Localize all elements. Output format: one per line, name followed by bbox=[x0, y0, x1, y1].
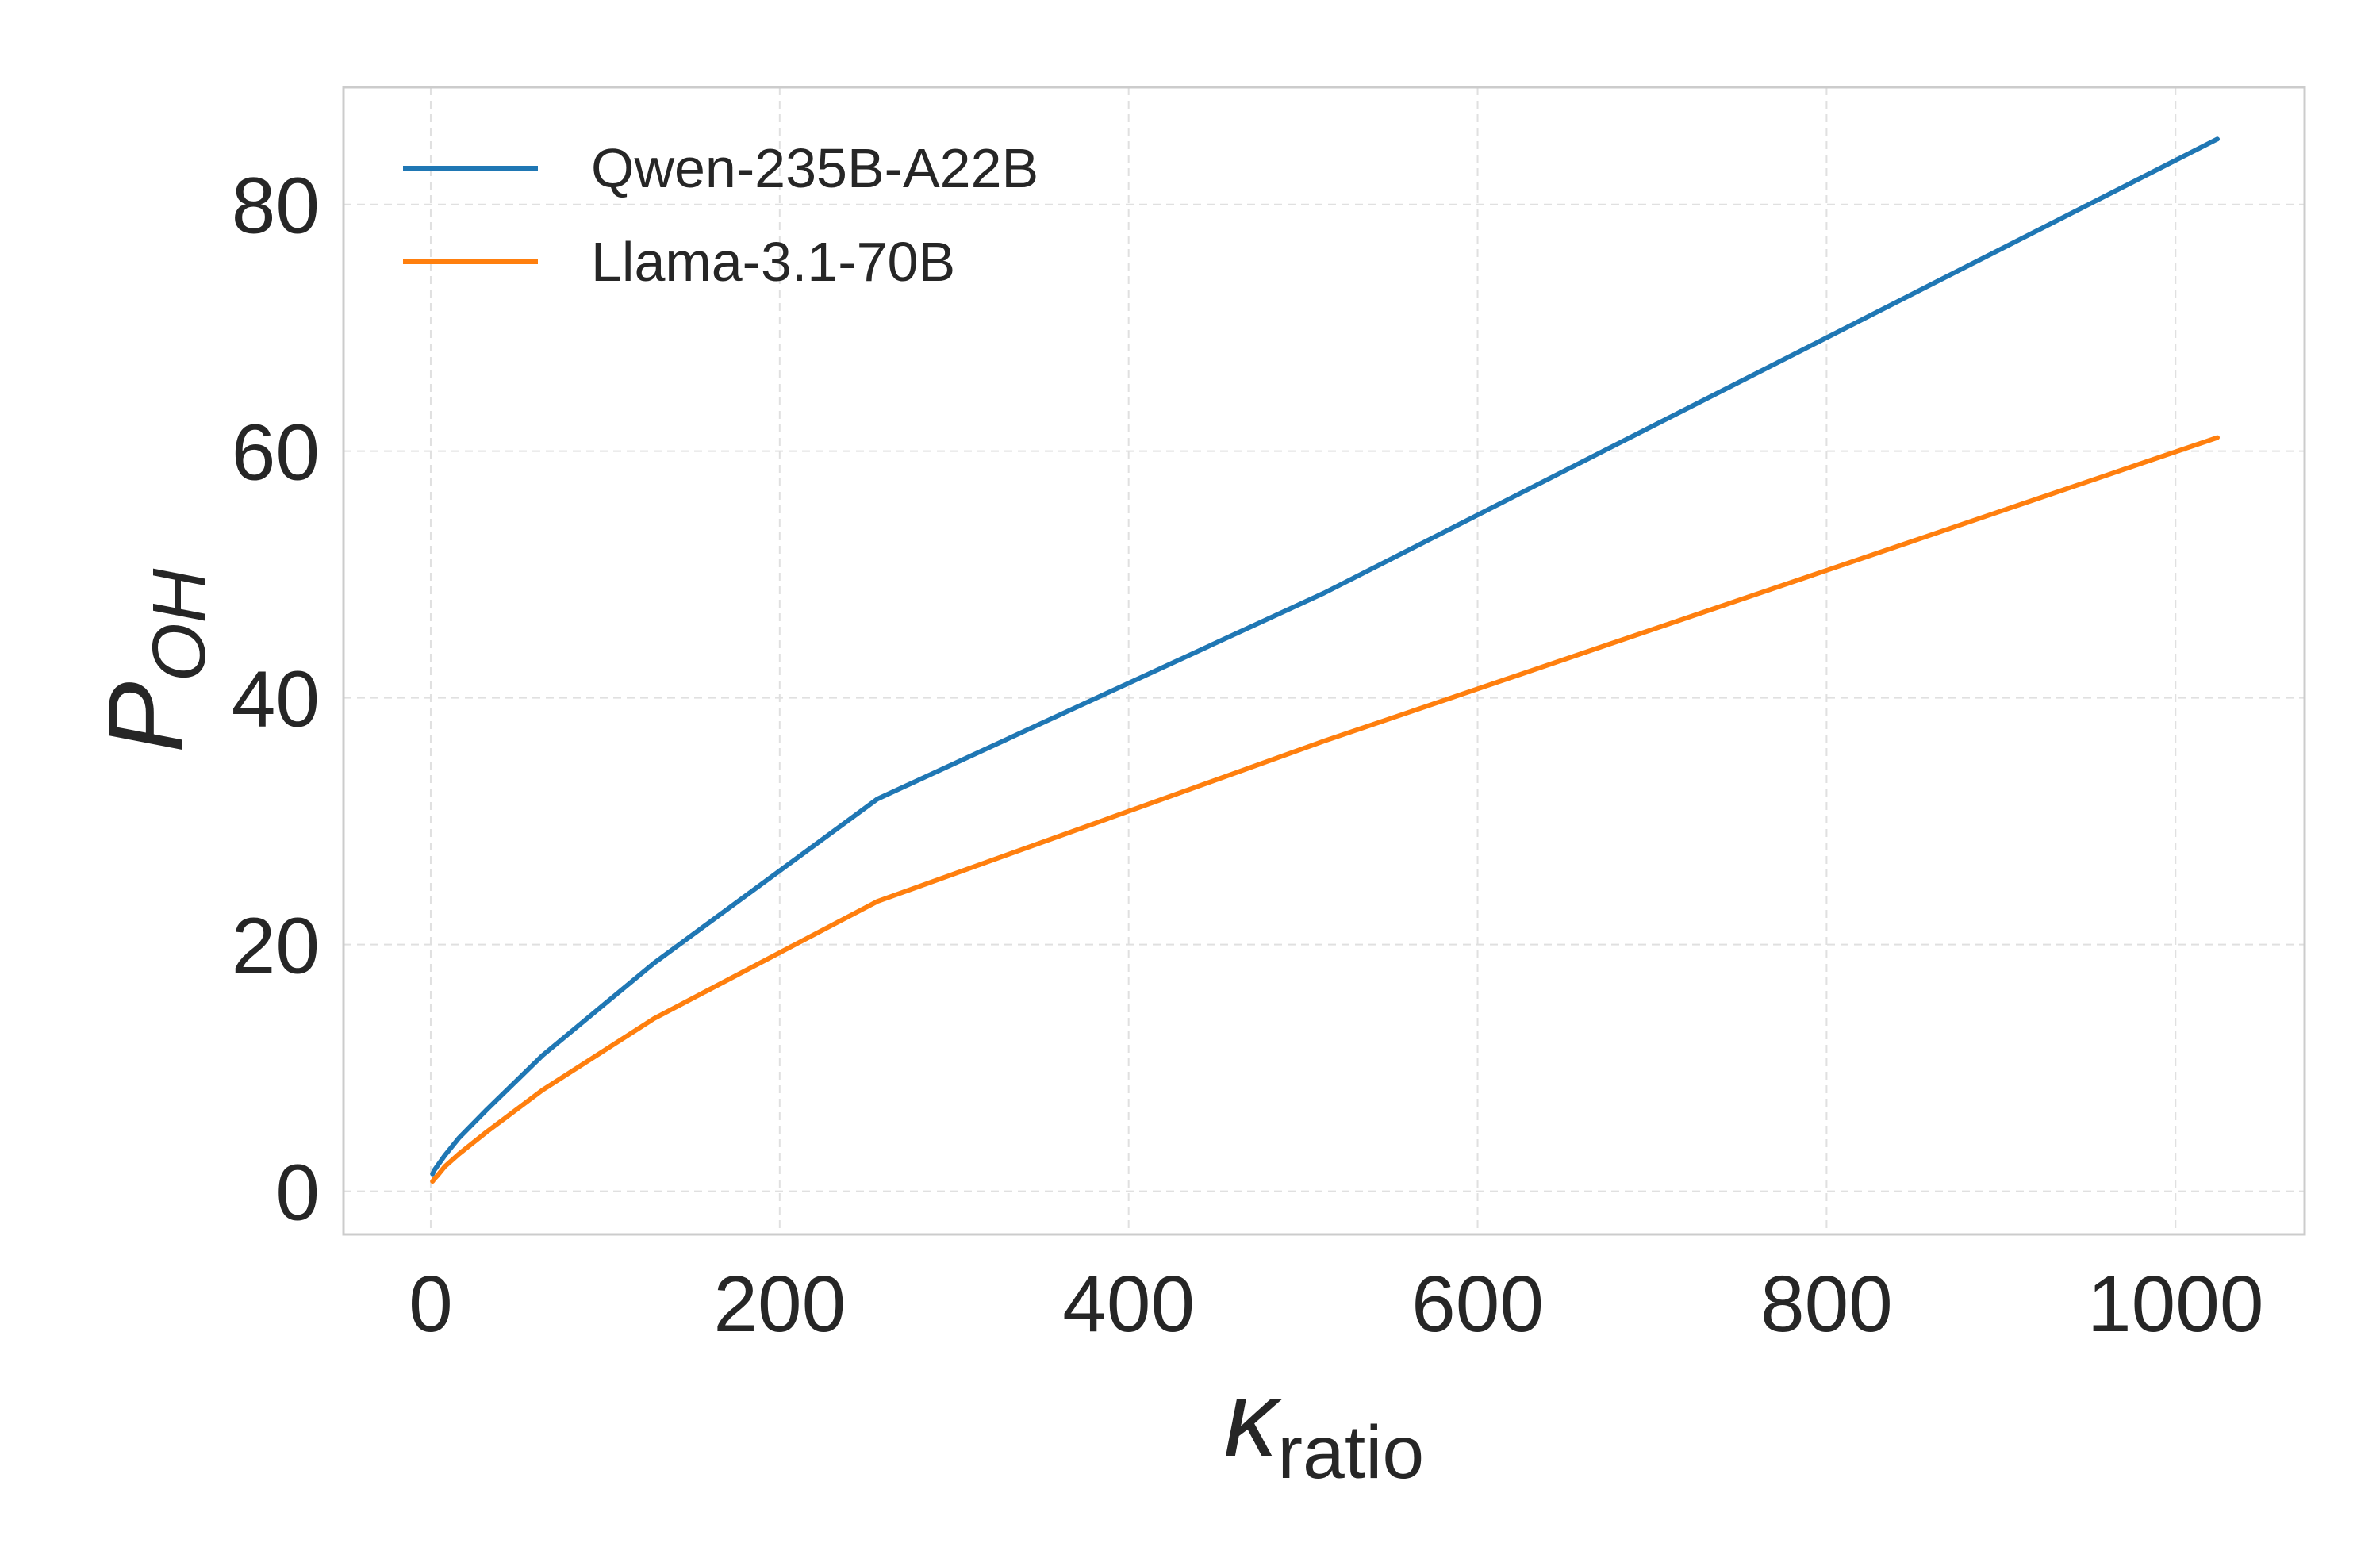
grid bbox=[344, 87, 2305, 1234]
x-tick-labels: 0 200 400 600 800 1000 bbox=[409, 1260, 2263, 1349]
x-tick-label: 600 bbox=[1411, 1260, 1544, 1349]
x-tick-label: 400 bbox=[1062, 1260, 1195, 1349]
y-tick-label: 20 bbox=[232, 902, 320, 991]
x-axis-label: κratio bbox=[1224, 1359, 1424, 1495]
legend: Qwen-235B-A22B Llama-3.1-70B bbox=[403, 137, 1038, 293]
legend-entry: Qwen-235B-A22B bbox=[591, 137, 1038, 199]
y-tick-label: 40 bbox=[232, 655, 320, 744]
series-line bbox=[430, 136, 2220, 1177]
x-tick-label: 200 bbox=[713, 1260, 846, 1349]
x-tick-label: 1000 bbox=[2087, 1260, 2263, 1349]
series-layer bbox=[430, 136, 2220, 1184]
y-tick-label: 80 bbox=[232, 162, 320, 251]
x-axis-label-subscript: ratio bbox=[1277, 1411, 1424, 1495]
y-tick-labels: 0 20 40 60 80 bbox=[232, 162, 320, 1238]
y-tick-label: 60 bbox=[232, 409, 320, 497]
x-tick-label: 800 bbox=[1760, 1260, 1893, 1349]
x-tick-label: 0 bbox=[409, 1260, 453, 1349]
x-axis-label-main: κ bbox=[1224, 1359, 1283, 1479]
y-axis-label-subscript: OH bbox=[137, 568, 221, 681]
plot-frame bbox=[342, 86, 2306, 1236]
y-tick-label: 0 bbox=[275, 1149, 320, 1238]
y-axis-label: POH bbox=[86, 568, 221, 753]
legend-entry: Llama-3.1-70B bbox=[591, 231, 955, 293]
y-axis-label-main: P bbox=[86, 681, 205, 753]
series-line bbox=[430, 435, 2220, 1184]
